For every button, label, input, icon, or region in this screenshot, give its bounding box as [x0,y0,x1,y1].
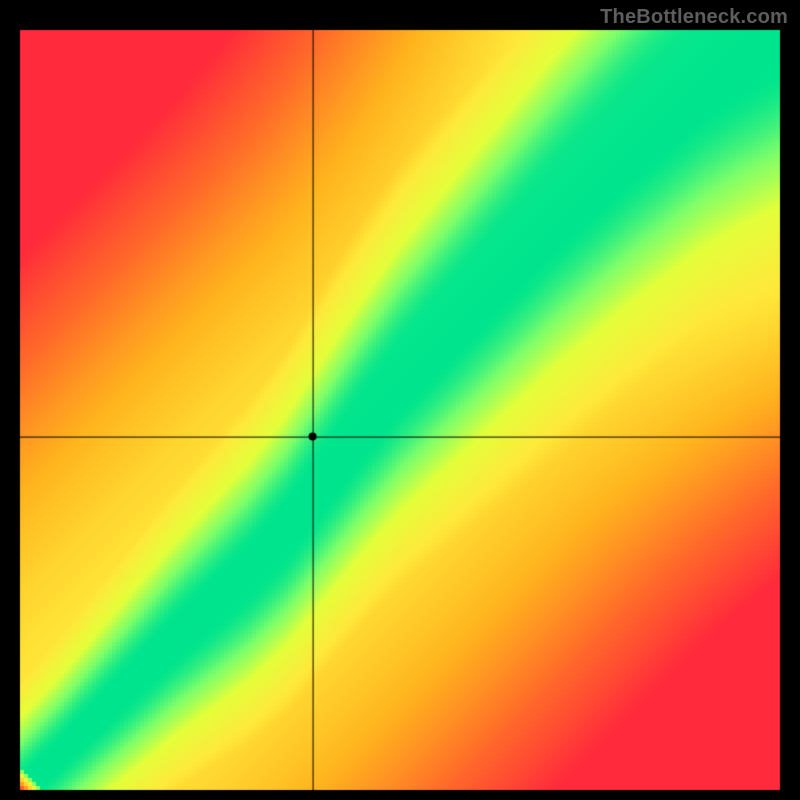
chart-container: TheBottleneck.com [0,0,800,800]
bottleneck-heatmap [0,0,800,800]
watermark-text: TheBottleneck.com [600,6,788,29]
